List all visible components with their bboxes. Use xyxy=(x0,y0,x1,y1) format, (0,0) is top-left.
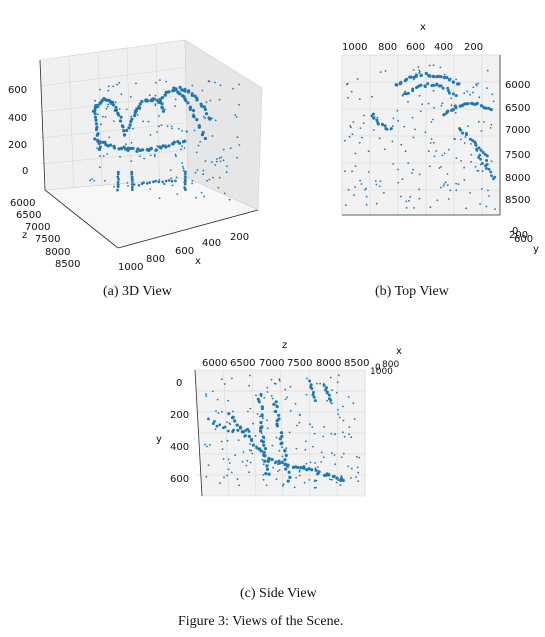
top-axis-tick: 8500 xyxy=(344,358,369,369)
left-axis-tick: 6500 xyxy=(16,210,41,221)
left-axis-tick: 0 xyxy=(176,378,182,389)
corner-tick: 1000 xyxy=(370,367,393,377)
bottom-axis-tick: 800 xyxy=(146,254,165,265)
right-axis-tick: 8500 xyxy=(505,195,530,206)
left-axis-tick: 8000 xyxy=(45,247,70,258)
caption-side-view: (c) Side View xyxy=(240,586,317,601)
corner-axis-label: x xyxy=(396,346,402,357)
top-axis-tick: 6000 xyxy=(202,358,227,369)
bottom-axis-label: x xyxy=(195,256,201,267)
left-axis-tick: 200 xyxy=(170,410,189,421)
right-axis-tick: 6500 xyxy=(505,103,530,114)
corner-tick: 200 xyxy=(509,230,528,241)
top-axis-tick: 600 xyxy=(406,42,425,53)
zaxis-tick: 0 xyxy=(22,166,28,177)
plot-side-view: z 6000 6500 7000 7500 8000 8500 x 0 800 … xyxy=(156,340,402,497)
zaxis-tick: 200 xyxy=(8,140,27,151)
caption-top-view: (b) Top View xyxy=(375,284,449,299)
bottom-axis-tick: 1000 xyxy=(118,262,143,273)
right-axis-tick: 7500 xyxy=(505,150,530,161)
top-axis-tick: 6500 xyxy=(230,358,255,369)
bottom-axis-tick: 600 xyxy=(175,246,194,257)
panel-side-view: z 6000 6500 7000 7500 8000 8500 x 0 800 … xyxy=(150,330,420,530)
caption-3d-view: (a) 3D View xyxy=(103,284,172,299)
corner-axis-label: y xyxy=(533,244,539,255)
corner-tick: 800 xyxy=(382,360,399,370)
figure-caption: Figure 3: Views of the Scene. xyxy=(178,614,344,629)
right-axis-tick: 7000 xyxy=(505,125,530,136)
top-axis-label: z xyxy=(282,340,287,351)
zaxis-tick: 600 xyxy=(8,85,27,96)
zaxis-tick: 400 xyxy=(8,113,27,124)
corner-tick: 0 xyxy=(512,226,518,237)
right-axis-tick: 6000 xyxy=(505,80,530,91)
top-axis-tick: 8000 xyxy=(316,358,341,369)
top-axis-tick: 7500 xyxy=(287,358,312,369)
panel-top-view: x 1000 800 600 400 200 6000 6500 7000 75… xyxy=(300,0,545,285)
plot-3d-view: 600 400 200 0 6000 6500 7000 7500 8000 8… xyxy=(8,39,263,273)
left-axis-tick: 400 xyxy=(170,442,189,453)
top-axis-tick: 800 xyxy=(378,42,397,53)
left-axis-label: z xyxy=(22,230,27,241)
left-axis-tick: 8500 xyxy=(55,259,80,270)
top-axis-label: x xyxy=(420,22,426,33)
corner-tick: 600 xyxy=(514,234,533,245)
left-axis-tick: 7500 xyxy=(35,234,60,245)
left-axis-label: y xyxy=(156,434,162,445)
top-axis-tick: 200 xyxy=(464,42,483,53)
right-axis-tick: 8000 xyxy=(505,173,530,184)
panel-3d-view: 600 400 200 0 6000 6500 7000 7500 8000 8… xyxy=(0,0,280,285)
plot-top-view: x 1000 800 600 400 200 6000 6500 7000 75… xyxy=(341,22,539,255)
top-axis-tick: 400 xyxy=(434,42,453,53)
left-axis-tick: 7000 xyxy=(25,222,50,233)
top-axis-tick: 1000 xyxy=(342,42,367,53)
top-axis-tick: 7000 xyxy=(259,358,284,369)
bottom-axis-tick: 400 xyxy=(202,238,221,249)
left-axis-tick: 600 xyxy=(170,474,189,485)
bottom-axis-tick: 200 xyxy=(230,232,249,243)
left-axis-tick: 6000 xyxy=(10,198,35,209)
corner-tick: 0 xyxy=(375,363,381,373)
